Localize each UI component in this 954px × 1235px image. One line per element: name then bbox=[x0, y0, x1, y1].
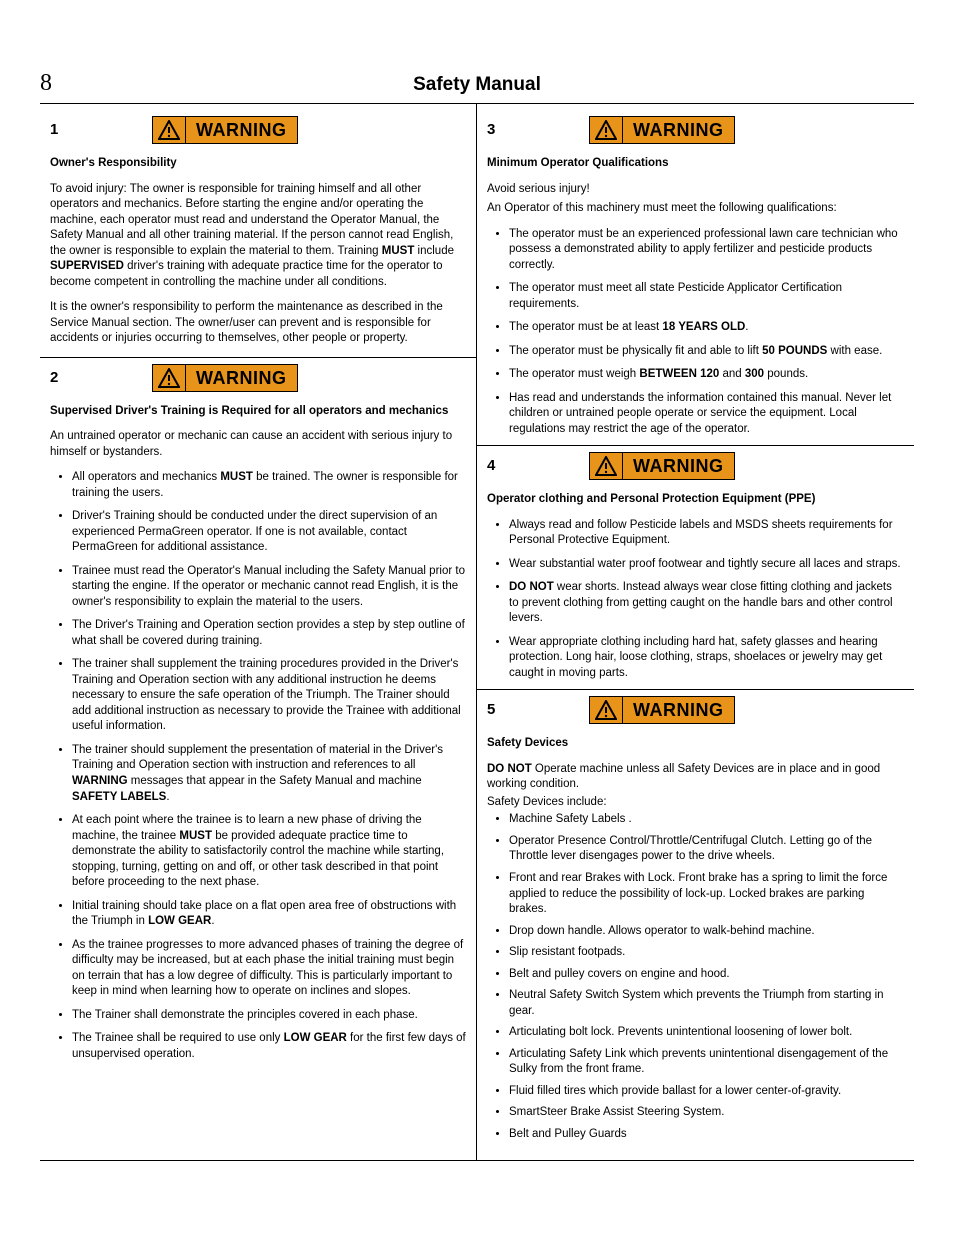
warning-text: WARNING bbox=[623, 696, 735, 724]
list-item: Initial training should take place on a … bbox=[72, 899, 466, 930]
body-text: Safety Devices include: bbox=[487, 795, 904, 811]
list-item: Wear appropriate clothing including hard… bbox=[509, 635, 904, 682]
warning-badge: WARNING bbox=[152, 364, 298, 392]
section-5-header: 5 WARNING bbox=[487, 696, 904, 724]
section-1-header: 1 WARNING bbox=[50, 116, 466, 144]
list-item: Front and rear Brakes with Lock. Front b… bbox=[509, 871, 904, 918]
list-item: Driver's Training should be conducted un… bbox=[72, 509, 466, 556]
left-column: 1 WARNING Owner's Responsibility To avoi… bbox=[40, 104, 477, 1160]
list-item: The Driver's Training and Operation sect… bbox=[72, 618, 466, 649]
list-item: Neutral Safety Switch System which preve… bbox=[509, 988, 904, 1019]
list-item: All operators and mechanics MUST be trai… bbox=[72, 470, 466, 501]
body-text: DO NOT Operate machine unless all Safety… bbox=[487, 762, 904, 793]
list-item: Drop down handle. Allows operator to wal… bbox=[509, 924, 904, 940]
section-number: 3 bbox=[487, 120, 505, 140]
section-3-header: 3 WARNING bbox=[487, 116, 904, 144]
list-item: At each point where the trainee is to le… bbox=[72, 813, 466, 891]
list-item: Operator Presence Control/Throttle/Centr… bbox=[509, 834, 904, 865]
list-item: Slip resistant footpads. bbox=[509, 945, 904, 961]
section-divider bbox=[40, 357, 476, 358]
list-item: The Trainee shall be required to use onl… bbox=[72, 1031, 466, 1062]
page-header: 8 Safety Manual bbox=[40, 70, 914, 97]
list-item: The operator must meet all state Pestici… bbox=[509, 281, 904, 312]
warning-triangle-icon bbox=[589, 452, 623, 480]
warning-text: WARNING bbox=[623, 116, 735, 144]
warning-triangle-icon bbox=[589, 116, 623, 144]
body-text: Avoid serious injury! bbox=[487, 182, 904, 198]
section-3-subhead: Minimum Operator Qualifications bbox=[487, 156, 904, 172]
warning-badge: WARNING bbox=[589, 116, 735, 144]
content-columns: 1 WARNING Owner's Responsibility To avoi… bbox=[40, 103, 914, 1161]
list-item: Belt and pulley covers on engine and hoo… bbox=[509, 967, 904, 983]
list-item: Articulating Safety Link which prevents … bbox=[509, 1047, 904, 1078]
list-item: The operator must be physically fit and … bbox=[509, 344, 904, 360]
list-item: Has read and understands the information… bbox=[509, 391, 904, 438]
section-5-subhead: Safety Devices bbox=[487, 736, 904, 752]
list-item: As the trainee progresses to more advanc… bbox=[72, 938, 466, 1000]
list-item: Belt and Pulley Guards bbox=[509, 1127, 904, 1143]
list-item: Fluid filled tires which provide ballast… bbox=[509, 1084, 904, 1100]
section-1-subhead: Owner's Responsibility bbox=[50, 156, 466, 172]
section-4-list: Always read and follow Pesticide labels … bbox=[487, 518, 904, 682]
body-text: An untrained operator or mechanic can ca… bbox=[50, 429, 466, 460]
section-4-header: 4 WARNING bbox=[487, 452, 904, 480]
list-item: DO NOT wear shorts. Instead always wear … bbox=[509, 580, 904, 627]
list-item: The operator must be at least 18 YEARS O… bbox=[509, 320, 904, 336]
section-number: 5 bbox=[487, 700, 505, 720]
right-column: 3 WARNING Minimum Operator Qualification… bbox=[477, 104, 914, 1160]
section-2-list: All operators and mechanics MUST be trai… bbox=[50, 470, 466, 1062]
section-number: 1 bbox=[50, 120, 68, 140]
warning-badge: WARNING bbox=[152, 116, 298, 144]
list-item: SmartSteer Brake Assist Steering System. bbox=[509, 1105, 904, 1121]
warning-text: WARNING bbox=[623, 452, 735, 480]
body-text: An Operator of this machinery must meet … bbox=[487, 201, 904, 217]
section-2-subhead: Supervised Driver's Training is Required… bbox=[50, 404, 466, 420]
section-divider bbox=[477, 445, 914, 446]
section-4-subhead: Operator clothing and Personal Protectio… bbox=[487, 492, 904, 508]
list-item: The trainer should supplement the presen… bbox=[72, 743, 466, 805]
list-item: Machine Safety Labels . bbox=[509, 812, 904, 828]
section-number: 2 bbox=[50, 368, 68, 388]
warning-badge: WARNING bbox=[589, 452, 735, 480]
section-number: 4 bbox=[487, 456, 505, 476]
warning-badge: WARNING bbox=[589, 696, 735, 724]
body-text: It is the owner's responsibility to perf… bbox=[50, 300, 466, 347]
body-text: To avoid injury: The owner is responsibl… bbox=[50, 182, 466, 291]
section-5-list: Machine Safety Labels . Operator Presenc… bbox=[487, 812, 904, 1142]
list-item: Always read and follow Pesticide labels … bbox=[509, 518, 904, 549]
list-item: The trainer shall supplement the trainin… bbox=[72, 657, 466, 735]
page-title: Safety Manual bbox=[40, 74, 914, 96]
warning-triangle-icon bbox=[152, 116, 186, 144]
list-item: The operator must weigh BETWEEN 120 and … bbox=[509, 367, 904, 383]
warning-text: WARNING bbox=[186, 364, 298, 392]
warning-triangle-icon bbox=[152, 364, 186, 392]
warning-triangle-icon bbox=[589, 696, 623, 724]
list-item: Trainee must read the Operator's Manual … bbox=[72, 564, 466, 611]
warning-text: WARNING bbox=[186, 116, 298, 144]
list-item: The Trainer shall demonstrate the princi… bbox=[72, 1008, 466, 1024]
section-3-list: The operator must be an experienced prof… bbox=[487, 227, 904, 438]
section-divider bbox=[477, 689, 914, 690]
section-2-header: 2 WARNING bbox=[50, 364, 466, 392]
list-item: Articulating bolt lock. Prevents uninten… bbox=[509, 1025, 904, 1041]
list-item: Wear substantial water proof footwear an… bbox=[509, 557, 904, 573]
list-item: The operator must be an experienced prof… bbox=[509, 227, 904, 274]
